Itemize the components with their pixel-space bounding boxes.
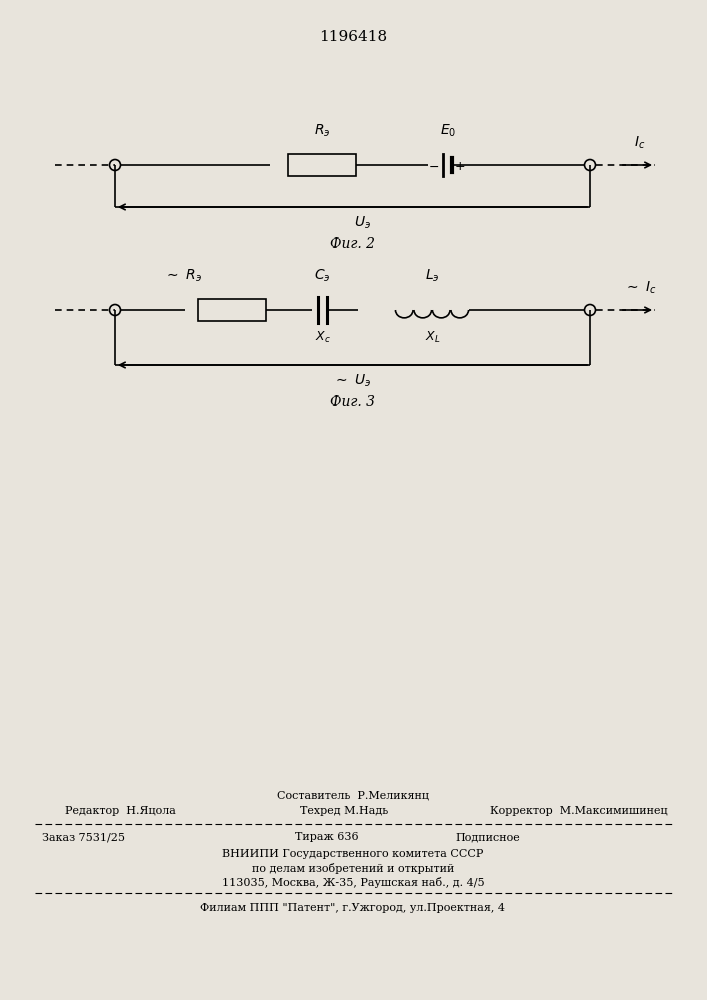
Text: $X_c$: $X_c$ xyxy=(315,330,331,345)
Text: Составитель  Р.Меликянц: Составитель Р.Меликянц xyxy=(277,790,429,800)
Bar xyxy=(288,154,356,176)
Text: $R_э$: $R_э$ xyxy=(314,123,330,139)
Text: $\sim$ $I_c$: $\sim$ $I_c$ xyxy=(624,280,656,296)
Text: $-$: $-$ xyxy=(428,159,440,172)
Text: $L_э$: $L_э$ xyxy=(425,268,439,284)
Text: $C_э$: $C_э$ xyxy=(314,268,330,284)
Text: $\sim$ $U_э$: $\sim$ $U_э$ xyxy=(333,373,372,389)
Text: $\sim$ $R_э$: $\sim$ $R_э$ xyxy=(164,268,202,284)
Text: Филиам ППП "Патент", г.Ужгород, ул.Проектная, 4: Филиам ППП "Патент", г.Ужгород, ул.Проек… xyxy=(201,903,506,913)
Text: $I_c$: $I_c$ xyxy=(634,135,645,151)
Text: $E_0$: $E_0$ xyxy=(440,123,456,139)
Text: 113035, Москва, Ж-35, Раушская наб., д. 4/5: 113035, Москва, Ж-35, Раушская наб., д. … xyxy=(222,877,484,888)
Text: Фиг. 2: Фиг. 2 xyxy=(330,237,375,251)
Text: $U_э$: $U_э$ xyxy=(354,215,371,231)
Text: $X_L$: $X_L$ xyxy=(426,330,440,345)
Text: Фиг. 3: Фиг. 3 xyxy=(330,395,375,409)
Text: Корректор  М.Максимишинец: Корректор М.Максимишинец xyxy=(490,806,667,816)
Bar xyxy=(198,299,266,321)
Text: по делам изобретений и открытий: по делам изобретений и открытий xyxy=(252,863,454,874)
Text: $+$: $+$ xyxy=(455,159,466,172)
Text: Заказ 7531/25: Заказ 7531/25 xyxy=(42,832,125,842)
Text: Подписное: Подписное xyxy=(455,832,520,842)
Text: 1196418: 1196418 xyxy=(319,30,387,44)
Text: Техред М.Надь: Техред М.Надь xyxy=(300,806,388,816)
Text: ВНИИПИ Государственного комитета СССР: ВНИИПИ Государственного комитета СССР xyxy=(222,849,484,859)
Text: Тираж 636: Тираж 636 xyxy=(295,832,358,842)
Text: Редактор  Н.Яцола: Редактор Н.Яцола xyxy=(65,806,176,816)
